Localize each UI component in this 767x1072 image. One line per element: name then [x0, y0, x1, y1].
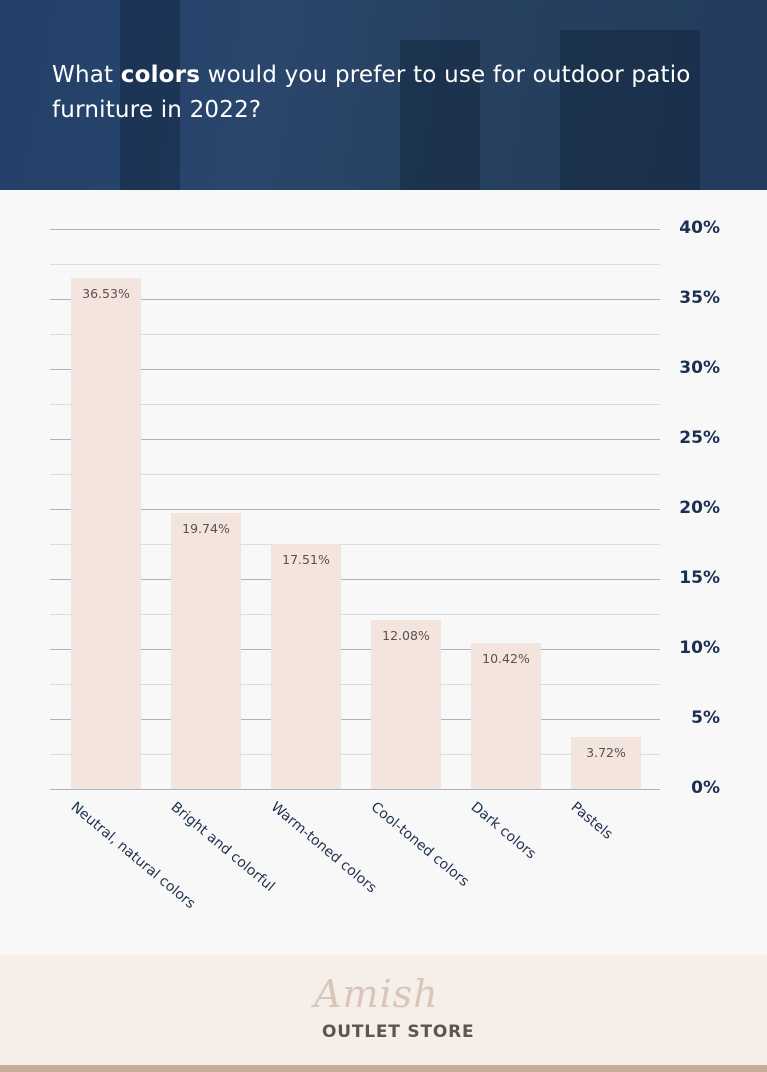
footer-stripe	[0, 1065, 767, 1072]
y-axis-tick-label: 35%	[679, 288, 720, 308]
bar-value-label: 10.42%	[482, 651, 530, 667]
bar: 36.53%	[71, 277, 141, 789]
x-axis-category-label: Cool-toned colors	[367, 799, 472, 890]
y-axis-tick-label: 25%	[679, 428, 720, 448]
y-axis-tick-label: 0%	[691, 778, 720, 798]
gridline	[50, 299, 660, 300]
y-axis-tick-label: 15%	[679, 568, 720, 588]
gridline	[50, 544, 660, 545]
gridline	[50, 264, 660, 265]
x-axis-category-label: Warm-toned colors	[267, 799, 380, 897]
bar: 10.42%	[471, 643, 541, 789]
header-banner: What colors would you prefer to use for …	[0, 0, 767, 190]
bar-value-label: 36.53%	[82, 285, 130, 301]
logo-script: Amish	[314, 972, 439, 1016]
gridline	[50, 754, 660, 755]
gridline	[50, 334, 660, 335]
gridline	[50, 684, 660, 685]
footer	[0, 955, 767, 1065]
y-axis-tick-label: 5%	[691, 708, 720, 728]
bar: 19.74%	[171, 512, 241, 789]
y-axis-tick-label: 20%	[679, 498, 720, 518]
y-axis-tick-label: 30%	[679, 358, 720, 378]
y-axis-tick-label: 10%	[679, 638, 720, 658]
bar-value-label: 19.74%	[182, 520, 230, 536]
bar-value-label: 3.72%	[586, 744, 626, 760]
gridline	[50, 369, 660, 370]
background-photo-tree	[120, 0, 180, 190]
x-axis-category-label: Pastels	[567, 799, 616, 843]
y-axis-tick-label: 40%	[679, 218, 720, 238]
background-photo-chair	[560, 30, 700, 190]
gridline	[50, 579, 660, 580]
bar-chart: 40% 35% 30% 25% 20% 15% 10% 5% 0% 36.53% Neutral, …	[0, 190, 767, 955]
bar-value-label: 12.08%	[382, 627, 430, 643]
page-title: What colors would you prefer to use for …	[52, 62, 691, 123]
title-emphasis: colors	[120, 62, 201, 88]
bar: 3.72%	[571, 736, 641, 789]
gridline	[50, 474, 660, 475]
gridline	[50, 789, 660, 790]
gridline	[50, 719, 660, 720]
gridline	[50, 509, 660, 510]
bar: 12.08%	[371, 619, 441, 789]
x-axis-category-label: Bright and colorful	[167, 799, 278, 895]
bar: 17.51%	[271, 543, 341, 789]
gridline	[50, 404, 660, 405]
background-photo-chair	[400, 40, 480, 190]
gridline	[50, 614, 660, 615]
gridline	[50, 439, 660, 440]
gridline	[50, 649, 660, 650]
x-axis-category-label: Dark colors	[467, 799, 539, 863]
logo-text: OUTLET STORE	[322, 1022, 475, 1042]
gridline	[50, 229, 660, 230]
bar-value-label: 17.51%	[282, 551, 330, 567]
